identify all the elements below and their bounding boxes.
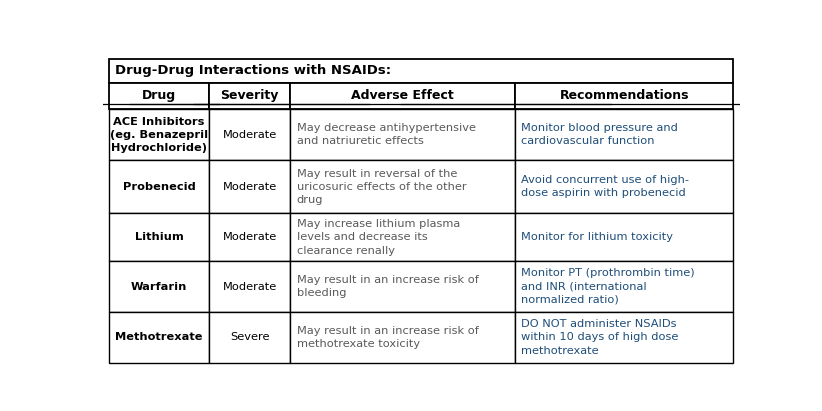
Bar [515, 83, 733, 109]
Text: Methotrexate: Methotrexate [115, 332, 203, 342]
Text: Moderate: Moderate [223, 232, 277, 242]
Text: May result in reversal of the
uricosuric effects of the other
drug: May result in reversal of the uricosuric… [297, 169, 466, 205]
Text: Severity: Severity [220, 90, 279, 102]
Text: Monitor PT (prothrombin time)
and INR (international
normalized ratio): Monitor PT (prothrombin time) and INR (i… [521, 268, 695, 305]
Text: Drug: Drug [142, 90, 176, 102]
Bar [109, 261, 209, 312]
Text: Monitor for lithium toxicity: Monitor for lithium toxicity [521, 232, 673, 242]
Text: May result in an increase risk of
bleeding: May result in an increase risk of bleedi… [297, 275, 478, 298]
Bar [515, 312, 733, 363]
Text: Adverse Effect: Adverse Effect [351, 90, 454, 102]
Text: Severe: Severe [230, 332, 270, 342]
Bar [515, 160, 733, 213]
Bar [209, 160, 290, 213]
Bar [209, 109, 290, 160]
Text: Probenecid: Probenecid [122, 182, 196, 192]
Text: Lithium: Lithium [135, 232, 183, 242]
Bar [515, 261, 733, 312]
Text: Monitor blood pressure and
cardiovascular function: Monitor blood pressure and cardiovascula… [521, 123, 678, 146]
Bar [109, 83, 209, 109]
Bar [290, 261, 515, 312]
Bar [109, 213, 209, 261]
Bar [290, 160, 515, 213]
Bar [290, 213, 515, 261]
Bar [515, 109, 733, 160]
Bar [109, 109, 209, 160]
Text: Moderate: Moderate [223, 282, 277, 292]
Text: DO NOT administer NSAIDs
within 10 days of high dose
methotrexate: DO NOT administer NSAIDs within 10 days … [521, 319, 679, 356]
Text: Drug-Drug Interactions with NSAIDs:: Drug-Drug Interactions with NSAIDs: [115, 64, 391, 77]
Bar [290, 83, 515, 109]
Bar [209, 312, 290, 363]
Text: May result in an increase risk of
methotrexate toxicity: May result in an increase risk of methot… [297, 326, 478, 349]
Bar [209, 261, 290, 312]
Text: ACE Inhibitors
(eg. Benazepril
Hydrochloride): ACE Inhibitors (eg. Benazepril Hydrochlo… [110, 117, 208, 153]
Text: Moderate: Moderate [223, 130, 277, 140]
Bar [209, 213, 290, 261]
Text: Avoid concurrent use of high-
dose aspirin with probenecid: Avoid concurrent use of high- dose aspir… [521, 175, 690, 199]
Bar [109, 312, 209, 363]
Bar [290, 109, 515, 160]
Text: Warfarin: Warfarin [131, 282, 187, 292]
Text: May increase lithium plasma
levels and decrease its
clearance renally: May increase lithium plasma levels and d… [297, 219, 459, 256]
Text: Moderate: Moderate [223, 182, 277, 192]
Bar [109, 59, 733, 83]
Text: Recommendations: Recommendations [560, 90, 689, 102]
Bar [109, 160, 209, 213]
Bar [290, 312, 515, 363]
Bar [209, 83, 290, 109]
Bar [515, 213, 733, 261]
Text: May decrease antihypertensive
and natriuretic effects: May decrease antihypertensive and natriu… [297, 123, 476, 146]
